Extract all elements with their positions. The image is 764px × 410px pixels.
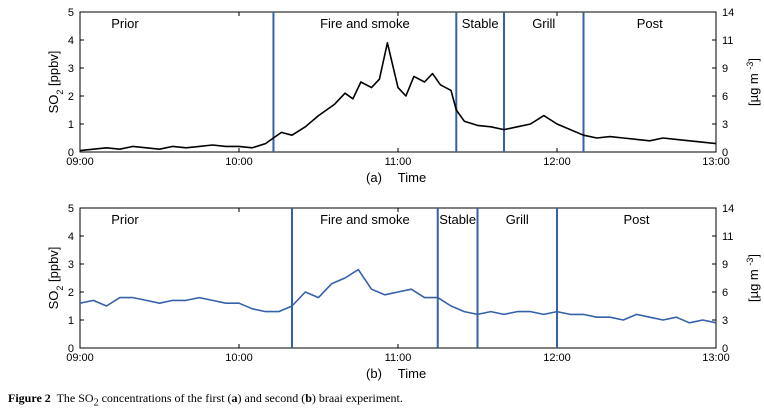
caption-panel-a: a: [231, 391, 238, 405]
y-tick-label-left: 0: [68, 343, 74, 355]
y-axis-label-right: [µg m -3]: [745, 58, 761, 106]
y-tick-label-right: 6: [722, 287, 728, 299]
y-tick-label-left: 0: [68, 147, 74, 159]
y-tick-label-right: 9: [722, 259, 728, 271]
phase-label: Post: [623, 212, 649, 227]
phase-label: Stable: [462, 16, 499, 31]
x-tick-label: 10:00: [225, 156, 253, 168]
y-tick-label-left: 3: [68, 259, 74, 271]
caption-text-mid1: concentrations of the first (: [98, 391, 232, 405]
y-tick-label-left: 2: [68, 91, 74, 103]
x-tick-label: 12:00: [543, 156, 571, 168]
panel-label: (b): [366, 366, 382, 381]
y-tick-label-right: 11: [722, 231, 733, 243]
series-line: [79, 41, 717, 152]
y-tick-label-right: 3: [722, 119, 728, 131]
y-axis-label-right: [µg m -3]: [745, 254, 761, 302]
x-tick-label: 09:00: [66, 352, 94, 364]
y-tick-label-right: 14: [722, 7, 734, 19]
x-tick-label: 13:00: [702, 352, 730, 364]
y-axis-label-left: SO2 [ppbv]: [46, 247, 65, 310]
chart-panel-a: 09:00 10:00 11:00 12:00 13:0001234503691114S…: [46, 7, 761, 185]
chart-panel-b: 09:00 10:00 11:00 12:00 13:0001234503691114S…: [46, 203, 761, 381]
y-tick-label-right: 14: [722, 203, 734, 215]
plot-frame: [79, 207, 717, 349]
x-axis-label: Time: [398, 170, 426, 185]
y-tick-label-left: 2: [68, 287, 74, 299]
y-tick-label-left: 4: [68, 35, 74, 47]
x-tick-label: 11:00: [385, 352, 412, 364]
phase-label: Stable: [439, 212, 476, 227]
y-tick-label-right: 3: [722, 315, 728, 327]
caption-label: Figure 2: [8, 391, 51, 405]
y-tick-label-right: 11: [722, 35, 733, 47]
phase-label: Grill: [532, 16, 555, 31]
figure-caption: Figure 2 The SO2 concentrations of the f…: [8, 391, 403, 408]
series-line: [79, 268, 717, 324]
y-tick-label-left: 4: [68, 231, 74, 243]
chart-figure: 09:00 10:00 11:00 12:00 13:0001234503691114S…: [46, 7, 761, 381]
phase-label: Fire and smoke: [320, 212, 410, 227]
y-tick-label-left: 1: [68, 315, 74, 327]
caption-text-mid2: ) and second (: [237, 391, 306, 405]
caption-text-post: ) braai experiment.: [311, 391, 403, 405]
x-tick-label: 13:00: [702, 156, 730, 168]
y-tick-label-right: 0: [722, 147, 728, 159]
x-axis-label: Time: [398, 366, 426, 381]
phase-label: Prior: [111, 212, 139, 227]
phase-label: Grill: [506, 212, 529, 227]
y-tick-label-right: 6: [722, 91, 728, 103]
caption-subscript: 2: [93, 397, 99, 409]
caption-panel-b: b: [305, 391, 312, 405]
phase-label: Prior: [111, 16, 139, 31]
x-tick-label: 12:00: [543, 352, 571, 364]
x-tick-label: 09:00: [66, 156, 94, 168]
y-tick-label-right: 0: [722, 343, 728, 355]
phase-label: Fire and smoke: [320, 16, 410, 31]
y-tick-label-left: 5: [68, 7, 74, 19]
y-tick-label-right: 9: [722, 63, 728, 75]
x-tick-label: 10:00: [225, 352, 253, 364]
y-tick-label-left: 5: [68, 203, 74, 215]
phase-label: Post: [637, 16, 663, 31]
y-tick-label-left: 1: [68, 119, 74, 131]
panel-label: (a): [366, 170, 382, 185]
caption-text-pre: The SO: [56, 391, 94, 405]
x-tick-label: 11:00: [385, 156, 412, 168]
y-tick-label-left: 3: [68, 63, 74, 75]
y-axis-label-left: SO2 [ppbv]: [46, 51, 65, 114]
plot-frame: [79, 11, 717, 153]
